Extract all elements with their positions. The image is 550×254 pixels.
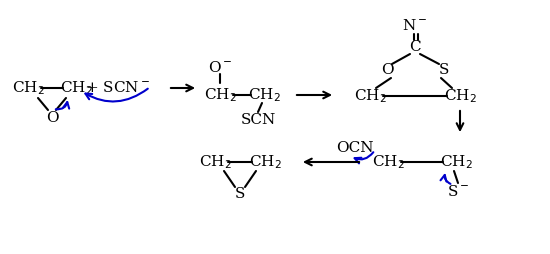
Text: CH$_2$: CH$_2$: [59, 79, 92, 97]
Text: O: O: [381, 63, 393, 77]
Text: CH$_2$: CH$_2$: [199, 153, 232, 171]
Text: CH$_2$: CH$_2$: [439, 153, 472, 171]
Text: O$^-$: O$^-$: [208, 59, 232, 74]
Text: S: S: [439, 63, 449, 77]
Text: O: O: [46, 111, 58, 125]
Text: OCN: OCN: [336, 141, 374, 155]
Text: CH$_2$: CH$_2$: [12, 79, 45, 97]
Text: N$^-$: N$^-$: [402, 18, 428, 33]
Text: S: S: [235, 187, 245, 201]
Text: + SCN$^-$: + SCN$^-$: [85, 81, 151, 96]
Text: SCN: SCN: [240, 113, 276, 127]
Text: CH$_2$: CH$_2$: [444, 87, 476, 105]
Text: CH$_2$: CH$_2$: [249, 153, 282, 171]
Text: C: C: [409, 40, 421, 54]
Text: CH$_2$: CH$_2$: [204, 86, 236, 104]
Text: CH$_2$: CH$_2$: [354, 87, 387, 105]
Text: CH$_2$: CH$_2$: [372, 153, 404, 171]
Text: S$^-$: S$^-$: [447, 184, 469, 199]
Text: CH$_2$: CH$_2$: [248, 86, 280, 104]
